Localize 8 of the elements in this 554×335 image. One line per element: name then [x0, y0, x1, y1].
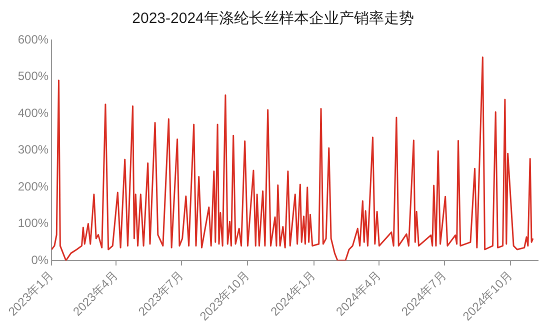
y-tick-label: 600%: [18, 32, 49, 46]
y-tick-label: 400%: [18, 106, 49, 120]
chart-title: 2023-2024年涤纶长丝样本企业产销率走势: [132, 10, 414, 28]
y-tick-label: 300%: [18, 142, 49, 157]
y-tick-label: 0%: [31, 252, 49, 267]
y-tick-label: 500%: [18, 69, 49, 84]
y-tick-label: 200%: [18, 179, 49, 194]
y-tick-label: 100%: [18, 216, 49, 230]
